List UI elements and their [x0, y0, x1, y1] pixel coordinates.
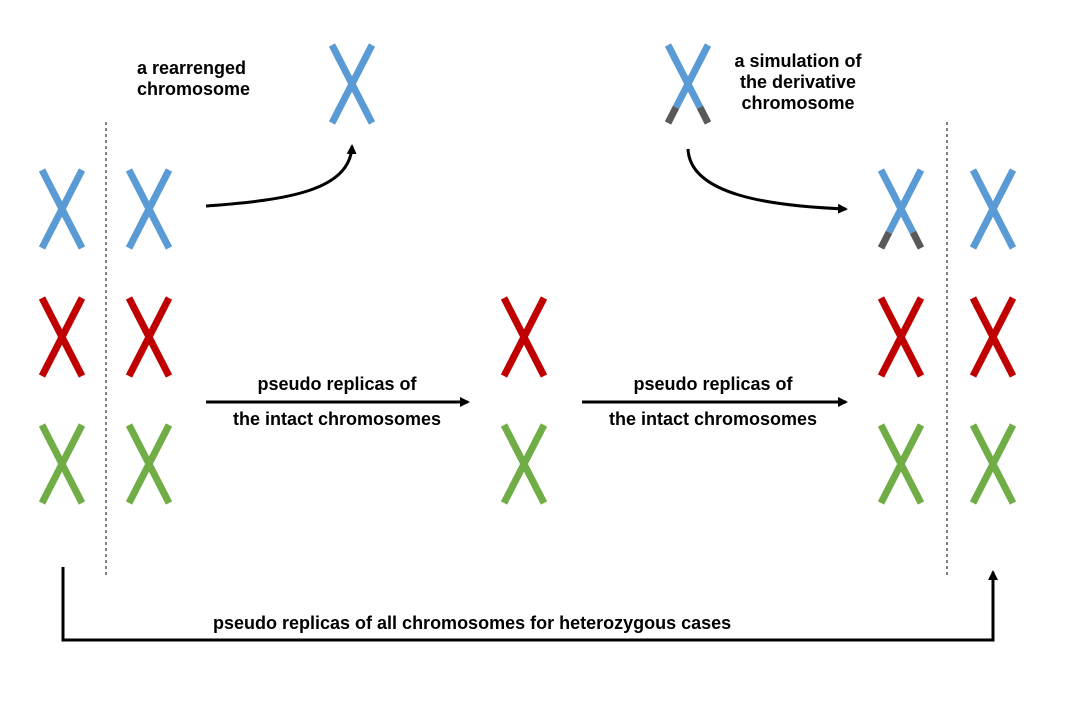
chromosome-left-1-green	[38, 423, 86, 505]
derivative-arrow	[686, 148, 848, 214]
chromosome-derivative-tip	[664, 105, 680, 125]
chromosome-arm	[877, 423, 925, 505]
chromosome-right-2-red	[969, 296, 1017, 378]
chromosome-derivative-tip	[696, 105, 712, 125]
chromosome-left-2-blue	[125, 168, 173, 250]
chromosome-right-1-blue	[877, 168, 925, 250]
chromosome-arm	[969, 168, 1017, 250]
chromosome-arm	[664, 43, 704, 109]
simulation-label-line2: the derivative	[739, 72, 857, 92]
simulation-label-line1: a simulation of	[734, 51, 862, 71]
rearranged-label: a rearrenged chromosome	[137, 58, 250, 100]
chromosome-arm	[500, 423, 548, 505]
rearranged-label-line1: a rearrenged	[137, 58, 247, 78]
chromosome-derivative-tip	[877, 230, 893, 250]
heterozygous-arrow	[61, 567, 998, 642]
chromosome-left-2-green	[125, 423, 173, 505]
chromosome-arm	[877, 296, 925, 378]
chromosome-rearranged-blue	[328, 43, 376, 125]
chromosome-arm	[877, 168, 917, 234]
heterozygous-label: pseudo replicas of all chromosomes for h…	[213, 613, 732, 633]
chromosome-arm	[672, 43, 712, 109]
chromosome-arm	[328, 43, 376, 125]
chromosome-arm	[969, 423, 1017, 505]
rearrange-arrow	[205, 144, 357, 208]
chromosome-arm	[969, 296, 1017, 378]
chromosome-right-2-blue	[969, 168, 1017, 250]
chromosome-middle-green	[500, 423, 548, 505]
simulation-label-line3: chromosome	[741, 93, 855, 113]
chromosome-right-2-green	[969, 423, 1017, 505]
chromosome-layer	[38, 43, 1017, 505]
chromosome-arm	[125, 423, 173, 505]
chromosome-middle-red	[500, 296, 548, 378]
intact-left-label-top: pseudo replicas of	[257, 374, 417, 394]
intact-right-label-top: pseudo replicas of	[633, 374, 793, 394]
chromosome-left-2-red	[125, 296, 173, 378]
chromosome-left-1-blue	[38, 168, 86, 250]
intact-right-label-bottom: the intact chromosomes	[608, 409, 818, 429]
simulation-label: a simulation of the derivative chromosom…	[728, 51, 868, 114]
chromosome-arm	[125, 296, 173, 378]
rearranged-label-line2: chromosome	[137, 79, 251, 99]
chromosome-arm	[38, 296, 86, 378]
chromosome-left-1-red	[38, 296, 86, 378]
chromosome-derivative-blue	[664, 43, 712, 125]
chromosome-derivative-tip	[909, 230, 925, 250]
chromosome-arm	[885, 168, 925, 234]
chromosome-right-1-red	[877, 296, 925, 378]
chromosome-arm	[38, 423, 86, 505]
intact-left-label-bottom: the intact chromosomes	[232, 409, 442, 429]
chromosome-arm	[38, 168, 86, 250]
chromosome-right-1-green	[877, 423, 925, 505]
chromosome-arm	[500, 296, 548, 378]
chromosome-arm	[125, 168, 173, 250]
